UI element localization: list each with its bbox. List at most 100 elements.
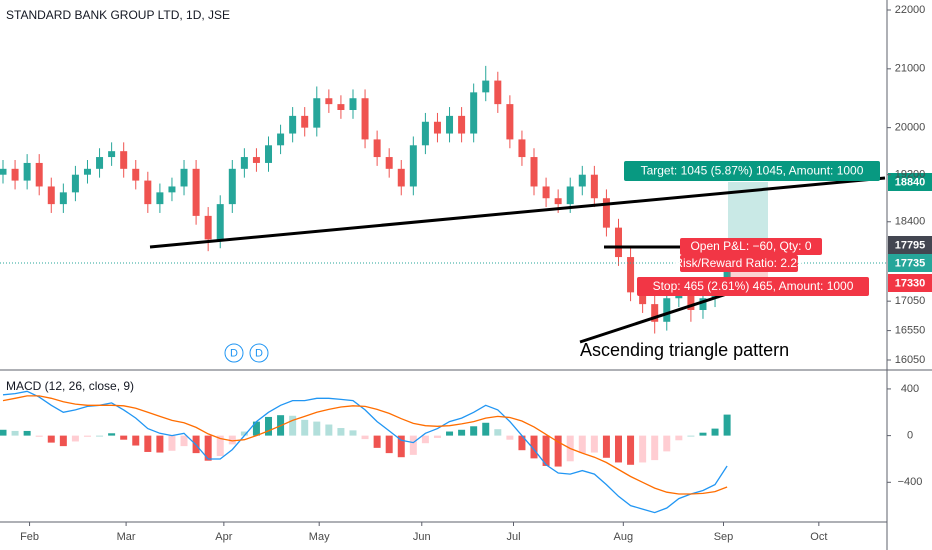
histogram-bar [518, 435, 526, 451]
histogram-bar [71, 435, 79, 442]
x-tick-label: Jul [506, 531, 520, 543]
y-tick-label: 22000 [895, 4, 926, 16]
histogram-bar [723, 414, 731, 436]
y-tick-label: −400 [898, 476, 923, 488]
histogram-bar [180, 435, 188, 447]
candle-body [180, 168, 188, 187]
histogram-bar [35, 435, 43, 437]
dividend-marker-label: D [255, 347, 263, 359]
candle-body [301, 115, 309, 128]
candle-body [627, 257, 635, 293]
candle-body [506, 104, 514, 140]
y-tick-label: 20000 [895, 122, 926, 134]
histogram-bar [506, 435, 514, 440]
histogram-bar [240, 431, 248, 436]
candle-body [265, 145, 273, 163]
badge-box [888, 254, 932, 272]
candle-body [59, 192, 67, 205]
signal-line [2, 395, 728, 495]
candle-body [192, 168, 200, 216]
candle-body [325, 98, 333, 105]
chart-title: STANDARD BANK GROUP LTD, 1D, JSE [6, 8, 230, 22]
histogram-bar [349, 430, 357, 436]
candle-body [614, 227, 622, 258]
candle-body [313, 98, 321, 128]
histogram-bar [23, 430, 31, 436]
candle-body [349, 98, 357, 110]
stop-label-box [637, 277, 869, 296]
histogram-bar [168, 435, 176, 451]
candle-body [11, 168, 19, 181]
pnl-label: Open P&L: −60, Qty: 0 [690, 239, 811, 253]
candle-body [240, 157, 248, 169]
x-tick-label: Jun [413, 531, 431, 543]
histogram-bar [228, 435, 236, 445]
y-tick-label: 21000 [895, 63, 926, 75]
histogram-bar [602, 435, 610, 458]
histogram-bar [699, 432, 707, 436]
candle-body [96, 157, 104, 169]
candle-body [361, 98, 369, 140]
candle-body [639, 292, 647, 305]
candle-body [470, 92, 478, 134]
histogram-bar [120, 435, 128, 440]
histogram-bar [59, 435, 67, 447]
histogram-bar [313, 421, 321, 436]
histogram-bar [325, 424, 333, 436]
candle-body [433, 121, 441, 134]
histogram-bar [144, 435, 152, 452]
candle-body [23, 162, 31, 181]
candle-body [0, 168, 7, 175]
dividend-marker[interactable] [224, 343, 244, 363]
target-label: Target: 1045 (5.87%) 1045, Amount: 1000 [641, 164, 864, 178]
histogram-bar [687, 435, 695, 437]
candle-body [168, 186, 176, 193]
triangle-bottom-line [579, 286, 746, 344]
candle-body [566, 186, 574, 205]
candle-body [458, 115, 466, 134]
y-tick-label: 0 [907, 430, 913, 442]
pnl-label-box [680, 238, 822, 255]
candle-body [518, 139, 526, 158]
histogram-bar [470, 426, 478, 436]
candle-body [47, 186, 55, 205]
histogram-bar [301, 419, 309, 436]
candle-body [397, 168, 405, 187]
dividend-marker[interactable] [249, 343, 269, 363]
candle-body [602, 198, 610, 228]
candle-body [590, 174, 598, 199]
histogram-bar [96, 435, 104, 437]
histogram-bar [108, 433, 116, 436]
histogram-bar [446, 431, 454, 436]
x-tick-label: Feb [20, 531, 39, 543]
histogram-bar [0, 429, 7, 436]
y-tick-label: 17050 [895, 295, 926, 307]
candle-body [554, 198, 562, 205]
histogram-bar [204, 435, 212, 461]
target-label-box [624, 161, 880, 181]
histogram-bar [458, 429, 466, 436]
x-tick-label: Mar [117, 531, 136, 543]
histogram-bar [542, 435, 550, 466]
histogram-bar [252, 421, 260, 436]
stop-label: Stop: 465 (2.61%) 465, Amount: 1000 [653, 279, 854, 293]
candle-body [373, 139, 381, 158]
histogram-bar [397, 435, 405, 458]
histogram-bar [385, 435, 393, 454]
rr-label: Risk/Reward Ratio: 2.25 [674, 256, 804, 270]
histogram-bar [590, 435, 598, 453]
macd-line [2, 390, 728, 514]
candle-body [421, 121, 429, 146]
candle-body [687, 286, 695, 310]
histogram-bar [409, 435, 417, 455]
x-tick-label: Oct [810, 531, 827, 543]
candle-body [228, 168, 236, 205]
histogram-bar [675, 435, 683, 441]
candle-body [530, 157, 538, 187]
candle-body [723, 260, 731, 287]
candle-body [108, 151, 116, 158]
histogram-bar [11, 430, 19, 436]
histogram-bar [421, 435, 429, 444]
